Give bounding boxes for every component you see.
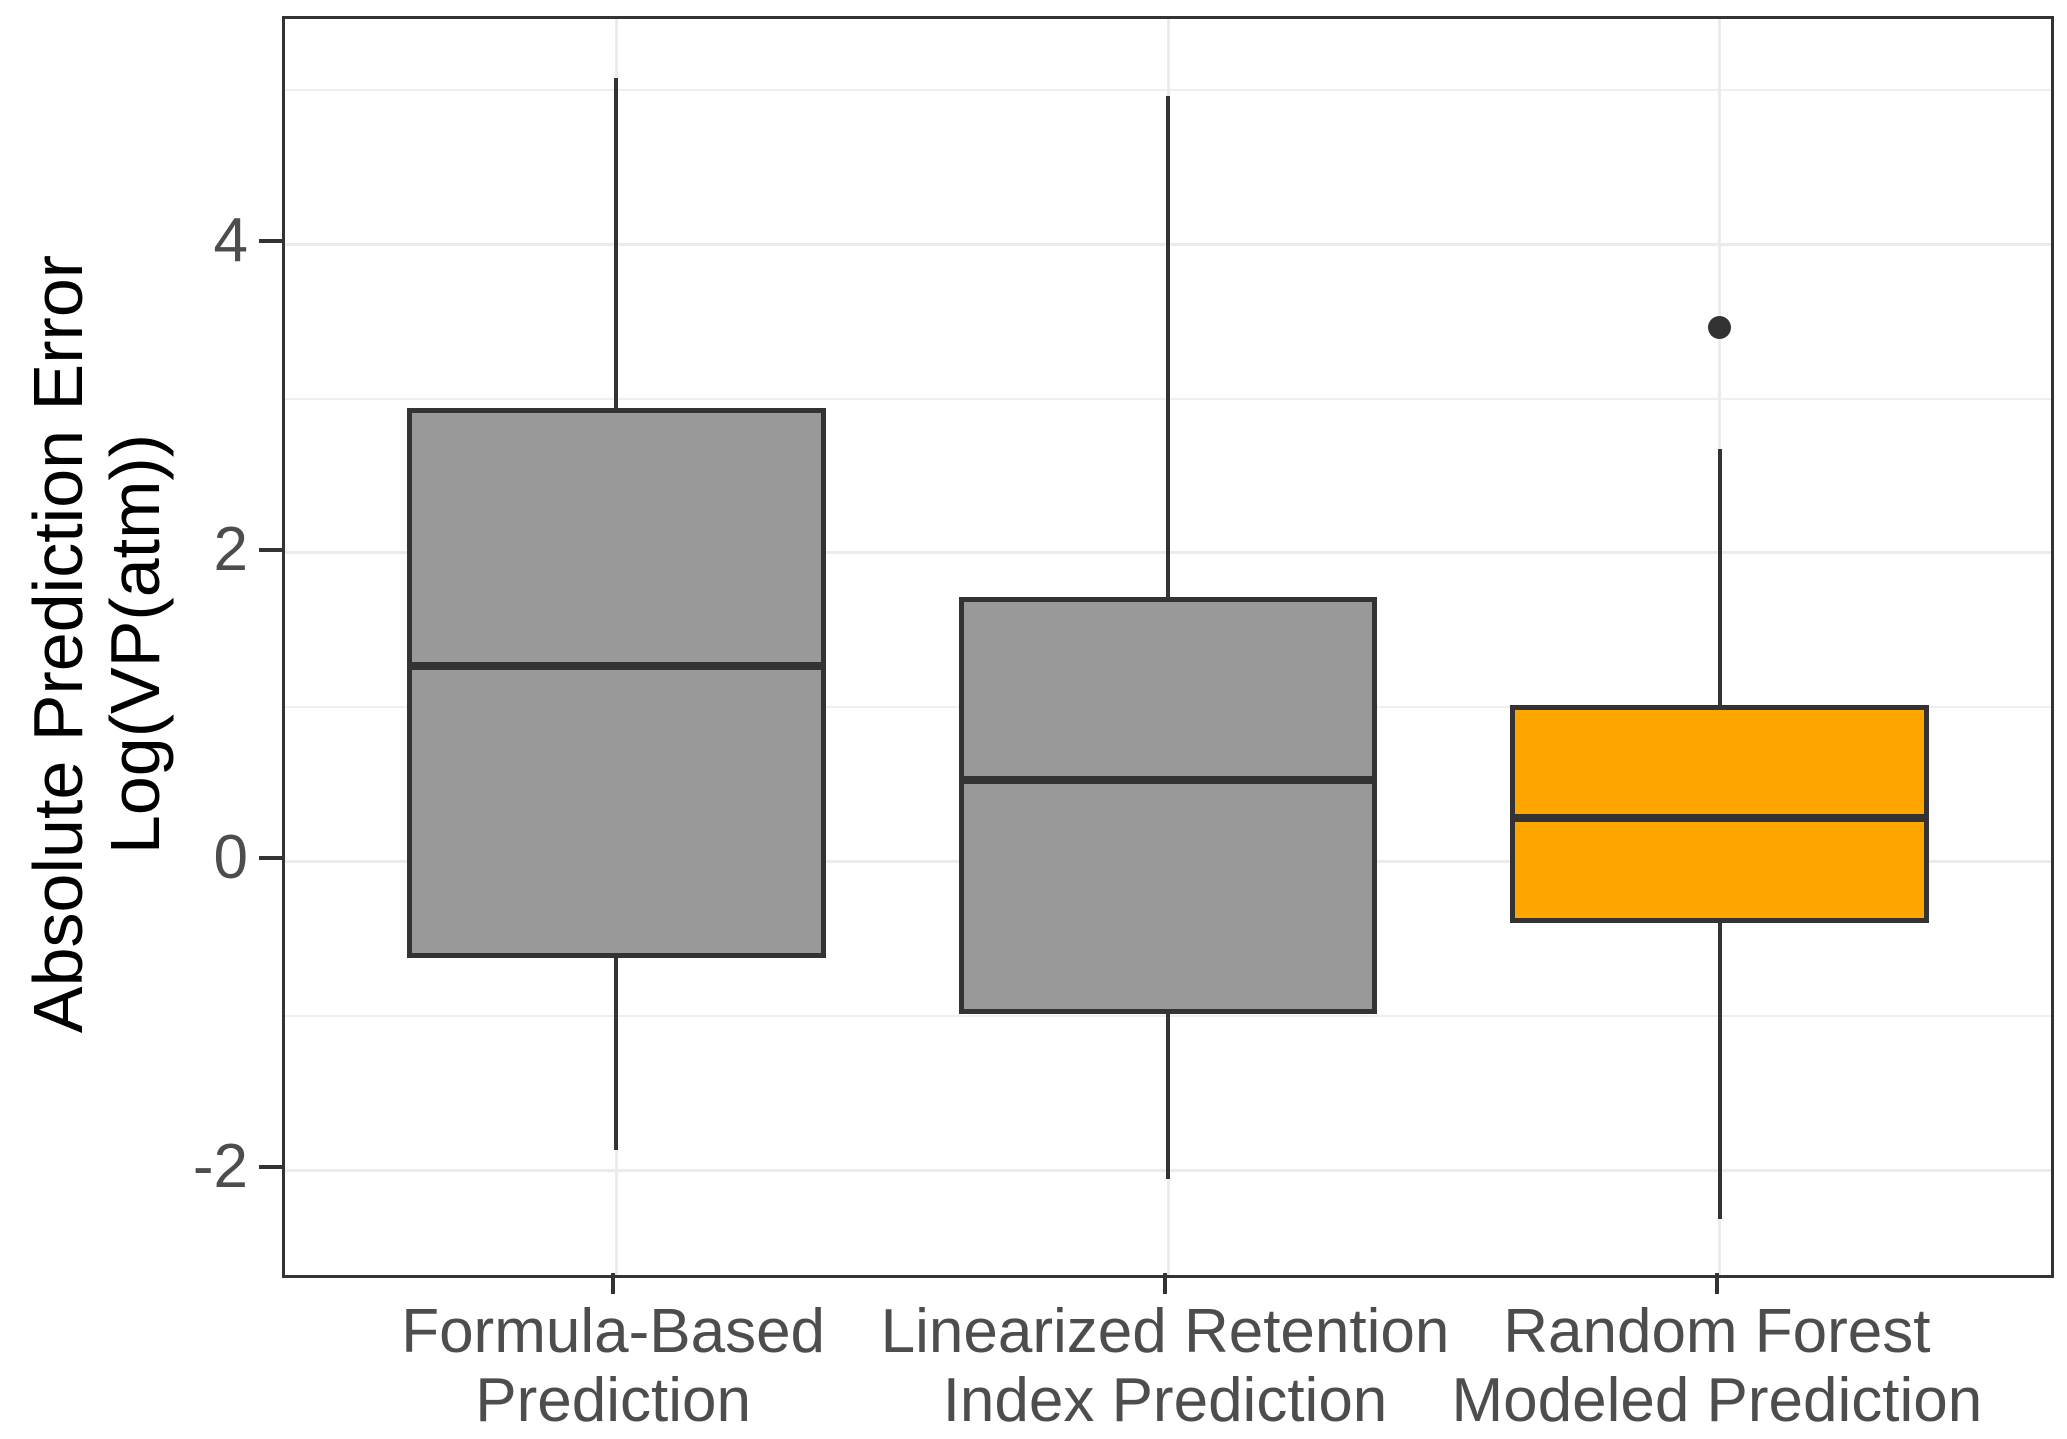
median-line (1512, 814, 1927, 823)
y-axis-tick-label: 2 (213, 514, 248, 584)
x-axis-tick-mark (611, 1273, 616, 1294)
x-axis-category-label-line2: Modeled Prediction (1451, 1366, 1983, 1435)
y-axis-tick-label: 4 (213, 206, 248, 276)
y-axis-tick-mark (259, 1165, 282, 1170)
y-axis-tick-label: 0 (213, 823, 248, 893)
y-axis-tick-mark (259, 856, 282, 861)
x-axis-category-label-line1: Linearized Retention (880, 1297, 1450, 1366)
y-axis-tick-label: -2 (192, 1132, 248, 1202)
x-axis-category-label-line2: Index Prediction (942, 1366, 1388, 1435)
x-axis-category-label: Formula-Based Prediction (213, 1297, 1013, 1435)
y-axis-tick-mark (259, 239, 282, 244)
boxplot-box (406, 408, 826, 959)
x-axis-category-label: Random Forest Modeled Prediction (1317, 1297, 2067, 1435)
x-axis-tick-mark (1163, 1273, 1167, 1294)
plot-panel (282, 16, 2054, 1278)
y-axis-tick-mark (259, 547, 282, 552)
boxplot-box (958, 596, 1378, 1014)
x-axis-tick-mark (1714, 1273, 1719, 1294)
median-line (409, 661, 824, 670)
median-line (961, 775, 1375, 784)
x-axis-category-label-line1: Formula-Based (401, 1297, 826, 1366)
boxplot-box (1510, 704, 1930, 923)
x-axis-category-label-line1: Random Forest (1503, 1297, 1931, 1366)
outlier-point (1708, 316, 1732, 340)
x-axis-category-label: Linearized Retention Index Prediction (765, 1297, 1565, 1435)
x-axis-category-label-line2: Prediction (475, 1366, 751, 1435)
